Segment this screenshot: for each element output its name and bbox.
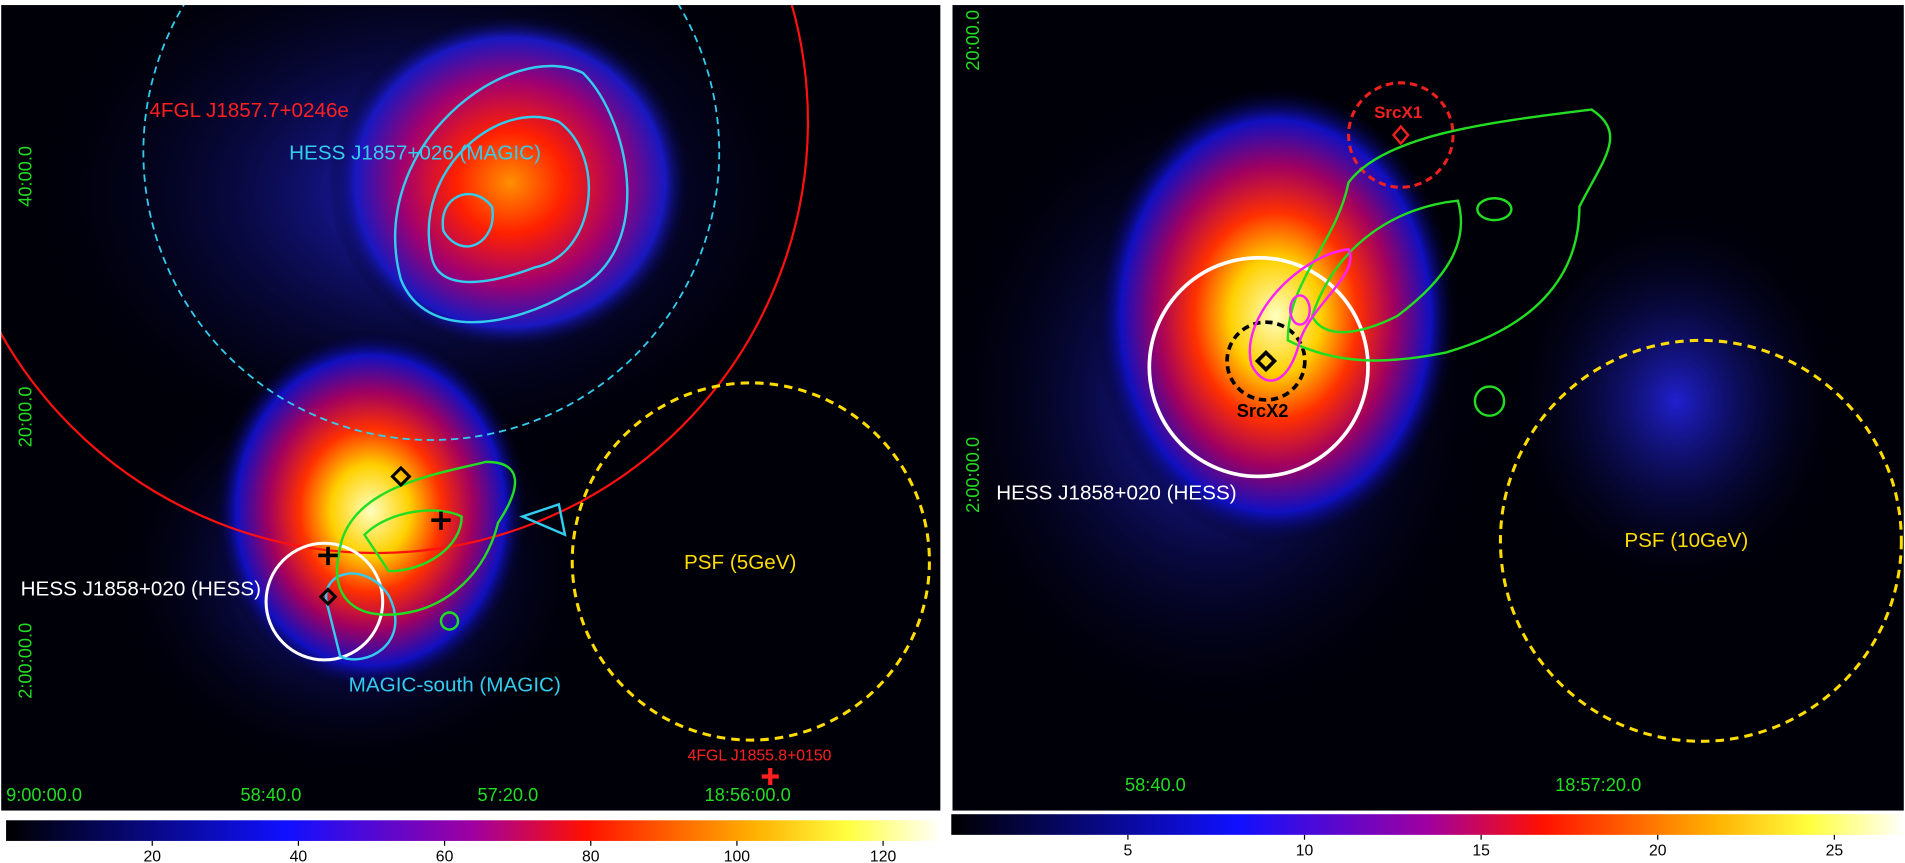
dec-tick: 2:00:00.0 — [963, 437, 983, 513]
colorbar-tick-label: 15 — [1472, 843, 1490, 860]
colorbar-tick-label: 60 — [436, 849, 454, 863]
label: PSF (10GeV) — [1624, 529, 1748, 552]
colorbar-tick-label: 80 — [582, 849, 600, 863]
ra-tick: 18:56:00.0 — [705, 785, 791, 805]
figure: 4FGL J1857.7+0246e HESS J1857+026 (MAGIC… — [0, 0, 1905, 863]
label: SrcX1 — [1374, 103, 1422, 122]
dec-tick: 2:00:00.0 — [16, 623, 36, 699]
colorbar-tick-label: 10 — [1296, 843, 1314, 860]
colorbar — [951, 814, 1905, 835]
right-map — [935, 4, 1905, 812]
ra-tick: 9:00:00.0 — [6, 785, 82, 805]
colorbar — [6, 820, 941, 841]
label: 4FGL J1855.8+0150 — [688, 748, 832, 765]
label: MAGIC-south (MAGIC) — [349, 673, 561, 696]
dec-tick: 20:00.0 — [963, 10, 983, 71]
colorbar-tick-label: 100 — [724, 849, 751, 863]
colorbar-tick-label: 25 — [1826, 843, 1844, 860]
label: HESS J1858+020 (HESS) — [21, 578, 261, 601]
label: HESS J1858+020 (HESS) — [996, 482, 1236, 505]
colorbar-tick-label: 5 — [1124, 843, 1133, 860]
ra-tick: 57:20.0 — [477, 785, 538, 805]
label: HESS J1857+026 (MAGIC) — [289, 141, 541, 164]
label: SrcX2 — [1237, 401, 1289, 421]
ra-tick: 18:57:20.0 — [1555, 775, 1641, 795]
colorbar-tick-label: 120 — [870, 849, 897, 863]
label: PSF (5GeV) — [684, 551, 796, 574]
dec-tick: 40:00.0 — [16, 146, 36, 207]
colorbar-tick-label: 40 — [290, 849, 308, 863]
colorbar-tick-label: 20 — [1649, 843, 1667, 860]
colorbar-tick-label: 20 — [143, 849, 161, 863]
ra-tick: 58:40.0 — [241, 785, 302, 805]
ra-tick: 58:40.0 — [1125, 775, 1186, 795]
label: 4FGL J1857.7+0246e — [149, 99, 349, 122]
dec-tick: 20:00.0 — [16, 386, 36, 447]
